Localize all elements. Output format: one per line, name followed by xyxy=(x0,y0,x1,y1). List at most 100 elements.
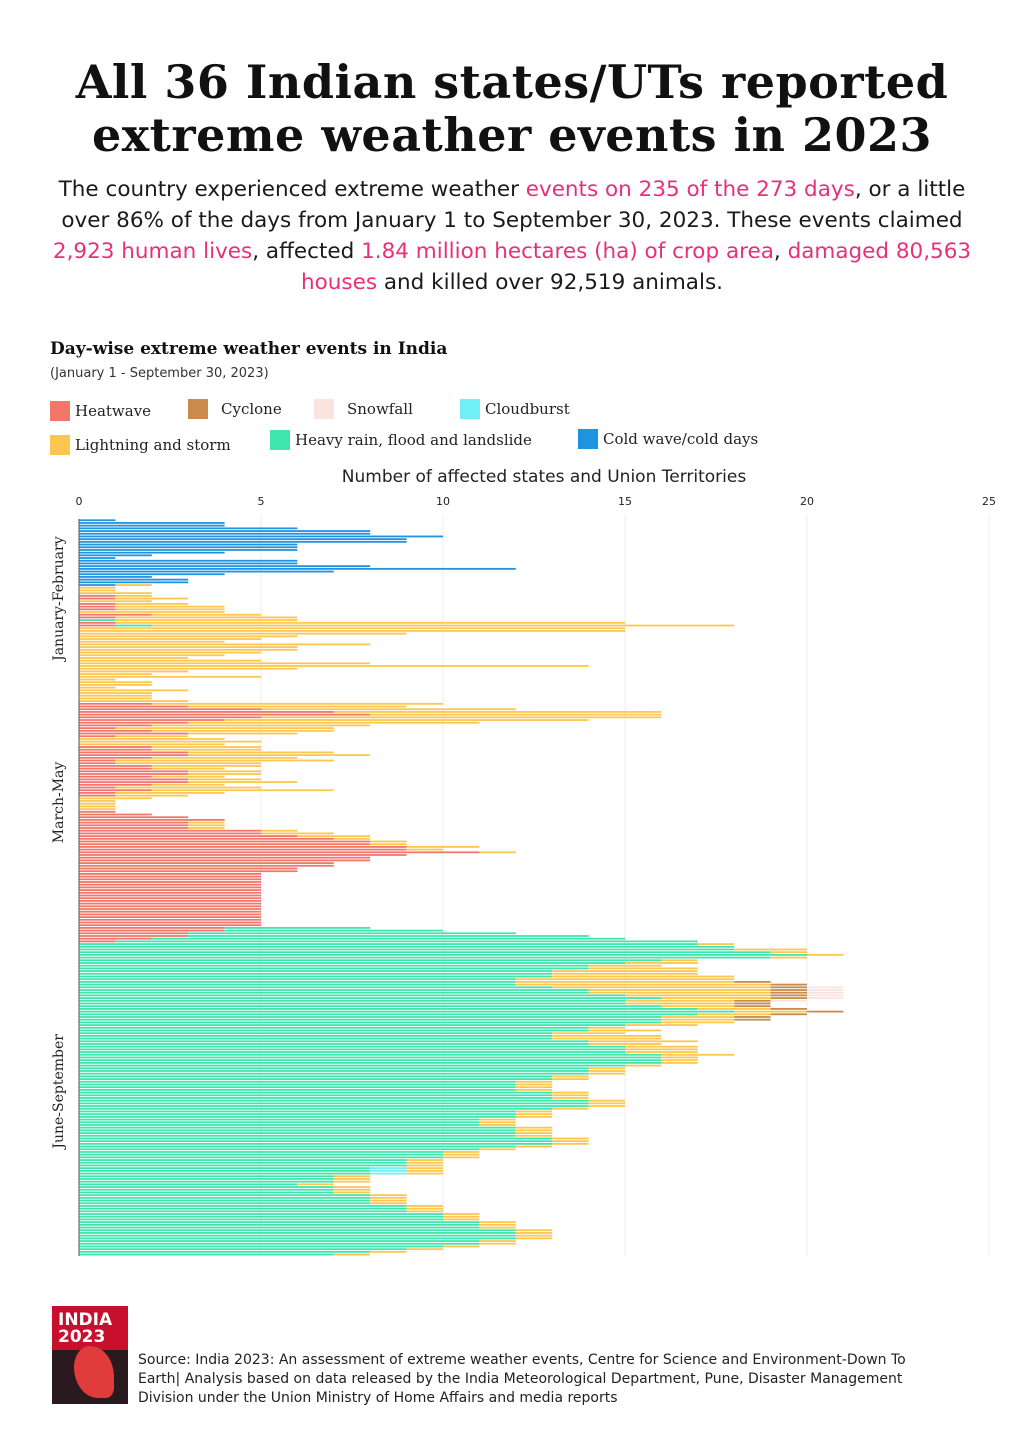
bar-segment xyxy=(151,767,225,770)
bar-segment xyxy=(188,732,298,735)
bar-segment xyxy=(770,1007,807,1010)
bar-segment xyxy=(406,1205,443,1207)
bar-segment xyxy=(79,1226,480,1229)
bar-segment xyxy=(588,1040,698,1043)
bar-segment xyxy=(588,991,771,994)
bar-segment xyxy=(79,527,298,530)
bar-segment xyxy=(588,1102,625,1105)
bar-segment xyxy=(333,1253,371,1256)
bar-segment xyxy=(79,1234,516,1237)
bar-segment xyxy=(79,964,589,967)
bar-segment xyxy=(79,873,261,875)
bar-segment xyxy=(224,926,371,929)
bar-segment xyxy=(443,1151,480,1153)
bar-segment xyxy=(79,997,662,999)
bar-segment xyxy=(406,846,480,848)
bar-segment xyxy=(151,746,261,748)
bar-segment xyxy=(79,1005,662,1008)
bar-segment xyxy=(79,727,116,730)
bar-segment xyxy=(188,721,480,724)
bar-segment xyxy=(115,794,189,797)
bar-segment xyxy=(734,1010,807,1013)
bar-segment xyxy=(79,1110,516,1113)
bar-segment xyxy=(79,1194,371,1197)
legend-swatch-cloudburst xyxy=(460,399,480,419)
bar-segment xyxy=(697,1013,771,1016)
bar-segment xyxy=(515,1234,553,1237)
bar-segment xyxy=(79,630,625,632)
bar-segment xyxy=(443,1215,480,1218)
bar-segment xyxy=(333,711,662,713)
bar-segment xyxy=(188,821,225,824)
bar-segment xyxy=(79,767,152,770)
bar-segment xyxy=(79,748,152,751)
intro-part-1: The country experienced extreme weather xyxy=(58,177,526,202)
bar-segment xyxy=(79,694,152,697)
bar-segment xyxy=(79,778,189,781)
bar-segment xyxy=(370,1169,407,1172)
bar-segment xyxy=(79,759,116,762)
intro-highlight-lives: 2,923 human lives xyxy=(52,239,253,264)
bar-segment xyxy=(515,1080,553,1083)
bar-segment xyxy=(224,929,443,932)
bar-segment xyxy=(115,786,262,789)
bar-segment xyxy=(188,824,225,827)
bar-segment xyxy=(79,608,116,611)
bar-segment xyxy=(515,1115,553,1118)
bar-segment xyxy=(79,662,371,665)
bar-segment xyxy=(79,524,225,527)
bar-segment xyxy=(79,851,480,854)
bar-segment xyxy=(79,935,189,937)
bar-segment xyxy=(79,1037,553,1040)
bar-segment xyxy=(79,959,662,962)
bar-segment xyxy=(79,870,298,873)
bar-segment xyxy=(79,792,116,794)
bar-segment xyxy=(79,1080,516,1083)
bar-segment xyxy=(625,999,735,1002)
bar-segment xyxy=(588,1070,625,1072)
bar-segment xyxy=(79,581,189,584)
bar-segment xyxy=(807,953,844,956)
bar-segment xyxy=(515,1229,553,1232)
bar-segment xyxy=(588,1067,625,1070)
bar-segment xyxy=(79,532,371,535)
bar-segment xyxy=(79,837,334,840)
bar-segment xyxy=(79,802,116,805)
bar-segment xyxy=(79,559,298,562)
bar-segment xyxy=(79,840,371,843)
bar-segment xyxy=(79,999,625,1002)
bar-segment xyxy=(734,1005,771,1008)
bar-segment xyxy=(479,1240,516,1242)
bar-segment xyxy=(79,1018,662,1021)
bar-segment xyxy=(661,1005,735,1008)
bar-segment xyxy=(79,967,589,970)
bar-segment xyxy=(79,1180,334,1183)
bar-segment xyxy=(515,1129,553,1132)
bar-segment xyxy=(79,762,116,765)
bar-segment xyxy=(770,951,807,954)
bar-segment xyxy=(115,584,152,586)
bar-segment xyxy=(79,843,371,846)
bar-segment xyxy=(79,600,152,603)
bar-segment xyxy=(79,721,189,724)
bar-segment xyxy=(79,835,298,838)
bar-segment xyxy=(79,1183,298,1186)
bar-segment xyxy=(79,570,334,573)
legend-swatch-cyclone xyxy=(188,399,208,419)
bar-segment xyxy=(79,592,152,595)
bar-segment xyxy=(333,837,371,840)
bar-segment xyxy=(79,673,152,676)
bar-segment xyxy=(79,632,407,635)
bar-segment xyxy=(79,889,261,891)
legend-swatch-heatwave xyxy=(50,401,70,421)
bar-segment xyxy=(79,616,116,619)
bar-segment xyxy=(370,1194,407,1197)
bar-segment xyxy=(79,1159,407,1161)
bar-segment xyxy=(552,1037,662,1040)
bar-segment xyxy=(79,1145,516,1148)
bar-segment xyxy=(79,589,116,592)
bar-segment xyxy=(188,770,261,773)
bar-segment xyxy=(625,962,698,964)
chart-subtitle: (January 1 - September 30, 2023) xyxy=(50,366,269,381)
